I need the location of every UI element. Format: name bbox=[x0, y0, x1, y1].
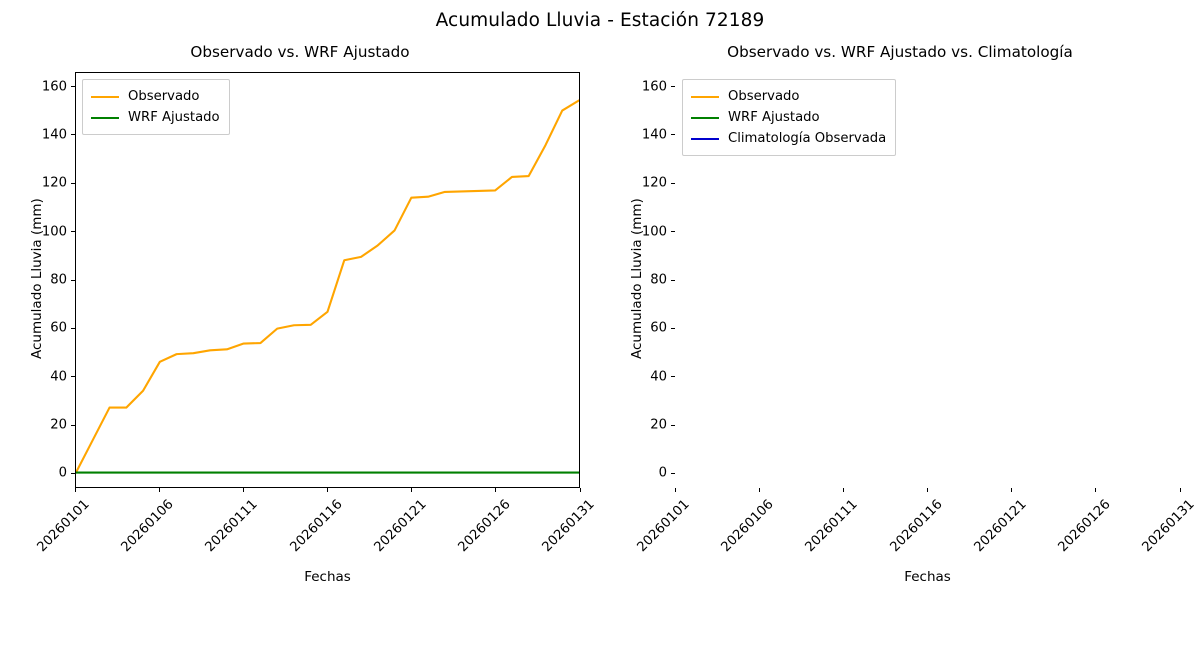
legend-item-climatolog-a-observada[interactable]: Climatología Observada bbox=[691, 128, 886, 149]
y-tick-label: 80 bbox=[50, 272, 67, 288]
subplot-right-title: Observado vs. WRF Ajustado vs. Climatolo… bbox=[727, 43, 1073, 61]
y-tick-mark bbox=[71, 134, 75, 136]
x-tick-mark bbox=[927, 488, 929, 492]
x-tick-mark bbox=[1095, 488, 1097, 492]
y-tick-label: 160 bbox=[41, 79, 67, 94]
y-tick-mark bbox=[71, 231, 75, 233]
y-tick-label: 60 bbox=[50, 320, 67, 336]
y-tick-mark bbox=[671, 327, 675, 329]
y-tick-label: 100 bbox=[41, 224, 67, 240]
subplot-right: Observado vs. WRF Ajustado vs. Climatolo… bbox=[600, 0, 1200, 600]
y-tick-mark bbox=[671, 231, 675, 233]
x-tick-mark bbox=[674, 488, 676, 492]
y-tick-label: 0 bbox=[58, 465, 67, 481]
x-tick-mark bbox=[758, 488, 760, 492]
x-axis-label-right: Fechas bbox=[904, 569, 951, 585]
y-tick-mark bbox=[671, 424, 675, 426]
plot-lines-left bbox=[76, 73, 579, 487]
y-tick-mark bbox=[71, 472, 75, 475]
figure-canvas: Acumulado Lluvia - Estación 72189 Observ… bbox=[0, 0, 1200, 600]
y-tick-mark bbox=[671, 86, 675, 88]
y-tick-label: 120 bbox=[641, 175, 667, 191]
subplot-left: Observado vs. WRF Ajustado 0 20 40 60 80 100 1… bbox=[0, 0, 600, 600]
y-tick-mark bbox=[71, 86, 75, 88]
x-tick-mark bbox=[579, 488, 581, 492]
y-tick-label: 140 bbox=[41, 127, 67, 143]
legend-left[interactable]: Observado WRF Ajustado bbox=[82, 79, 230, 135]
legend-color-swatch bbox=[691, 116, 719, 119]
x-tick-mark bbox=[411, 488, 413, 492]
y-tick-label: 40 bbox=[50, 369, 67, 385]
subplot-left-title: Observado vs. WRF Ajustado bbox=[190, 43, 410, 61]
legend-item-wrf-ajustado[interactable]: WRF Ajustado bbox=[91, 107, 220, 128]
y-tick-mark bbox=[71, 182, 75, 184]
y-tick-label: 40 bbox=[650, 369, 667, 385]
y-tick-mark bbox=[671, 376, 675, 378]
series-line-observado bbox=[76, 100, 579, 472]
y-tick-mark bbox=[671, 134, 675, 136]
y-tick-mark bbox=[71, 376, 75, 378]
y-axis-label-right: Acumulado Lluvia (mm) bbox=[629, 198, 645, 359]
y-axis-label-left: Acumulado Lluvia (mm) bbox=[29, 198, 45, 359]
legend-color-swatch bbox=[91, 95, 119, 98]
legend-item-label: Observado bbox=[728, 88, 800, 104]
x-tick-mark bbox=[158, 488, 160, 492]
legend-item-label: WRF Ajustado bbox=[728, 109, 820, 125]
legend-item-wrf-ajustado[interactable]: WRF Ajustado bbox=[691, 107, 886, 128]
y-tick-mark bbox=[671, 472, 675, 475]
legend-color-swatch bbox=[691, 137, 719, 140]
x-tick-mark bbox=[327, 488, 329, 492]
x-tick-mark bbox=[842, 488, 844, 492]
x-tick-mark bbox=[1179, 488, 1181, 492]
legend-color-swatch bbox=[91, 116, 119, 119]
y-tick-mark bbox=[671, 279, 675, 281]
y-tick-label: 140 bbox=[641, 127, 667, 143]
y-tick-label: 120 bbox=[41, 175, 67, 191]
legend-color-swatch bbox=[691, 95, 719, 98]
legend-item-observado[interactable]: Observado bbox=[691, 86, 886, 107]
y-tick-label: 80 bbox=[650, 272, 667, 288]
y-tick-label: 20 bbox=[50, 417, 67, 433]
legend-item-label: Climatología Observada bbox=[728, 130, 887, 146]
x-tick-mark bbox=[242, 488, 244, 492]
y-tick-label: 60 bbox=[650, 320, 667, 336]
y-tick-mark bbox=[71, 424, 75, 426]
x-axis-label-left: Fechas bbox=[304, 569, 351, 585]
y-tick-mark bbox=[71, 327, 75, 329]
legend-item-label: Observado bbox=[128, 88, 200, 104]
legend-item-observado[interactable]: Observado bbox=[91, 86, 220, 107]
x-tick-mark bbox=[74, 488, 76, 492]
x-tick-mark bbox=[1011, 488, 1013, 492]
y-tick-label: 20 bbox=[650, 417, 667, 433]
y-tick-label: 160 bbox=[641, 79, 667, 94]
figure-title: Acumulado Lluvia - Estación 72189 bbox=[435, 10, 765, 31]
y-tick-label: 100 bbox=[641, 224, 667, 240]
x-tick-mark bbox=[495, 488, 497, 492]
y-tick-mark bbox=[671, 182, 675, 184]
legend-right[interactable]: Observado WRF Ajustado Climatología Observ… bbox=[682, 79, 897, 156]
plot-area-left bbox=[75, 72, 580, 488]
legend-item-label: WRF Ajustado bbox=[128, 109, 220, 125]
y-tick-label: 0 bbox=[658, 465, 667, 481]
y-tick-mark bbox=[71, 279, 75, 281]
